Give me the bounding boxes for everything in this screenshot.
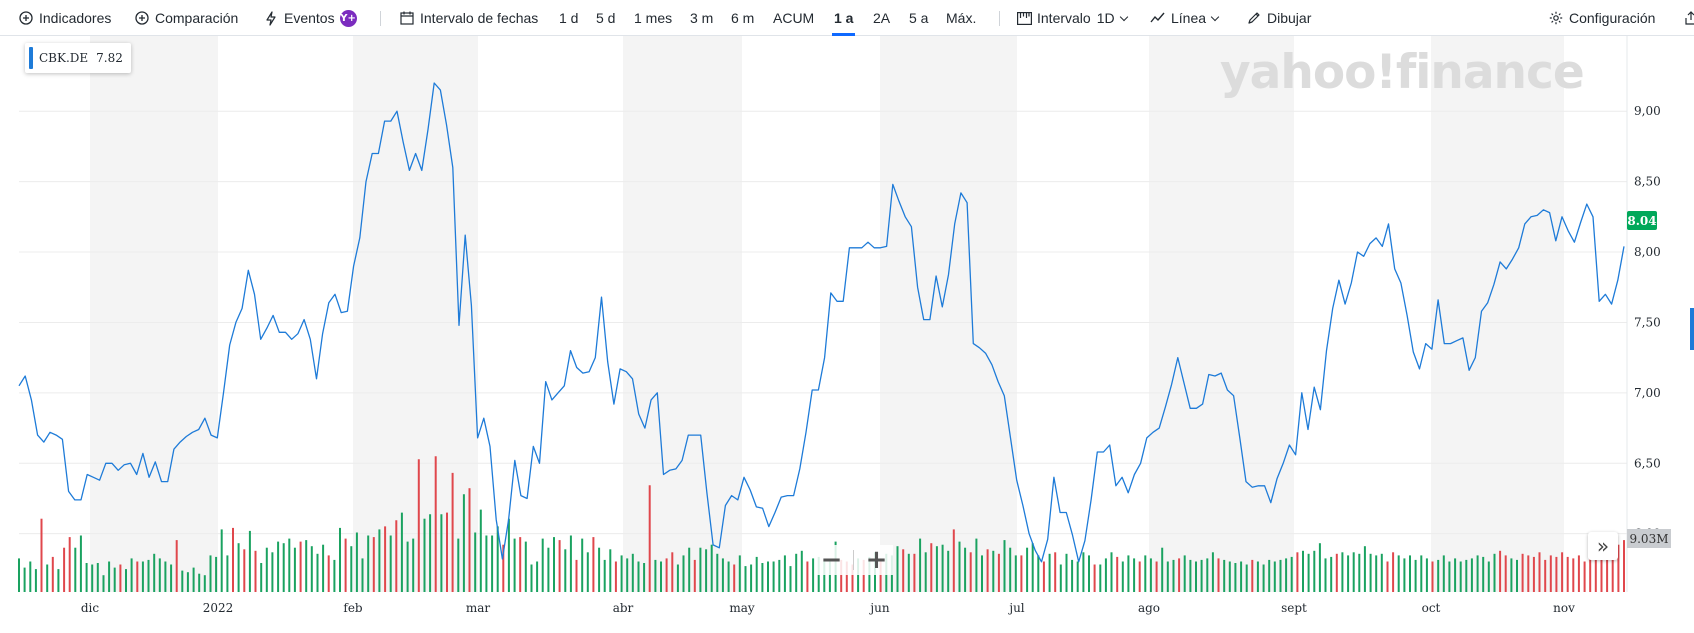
price-line [18, 82, 1625, 563]
settings-button[interactable]: Configuración [1548, 0, 1655, 36]
ruler-icon [1016, 10, 1032, 26]
x-tick-label: nov [1553, 601, 1575, 615]
zoom-divider [853, 550, 855, 570]
chevron-down-icon [1119, 12, 1128, 21]
side-panel-handle[interactable] [1690, 308, 1694, 350]
indicators-label: Indicadores [39, 10, 112, 26]
x-axis-ticks: dic 2022 feb mar abr may jun jul ago sept oct nov [81, 601, 1575, 615]
events-label: Eventos [284, 10, 335, 26]
range-max[interactable]: Máx. [946, 10, 977, 26]
date-range-label: Intervalo de fechas [420, 10, 539, 26]
symbol-legend[interactable]: CBK.DE 7.82 [25, 43, 131, 73]
line-chart-icon [1150, 10, 1166, 26]
x-tick-label: jul [1007, 601, 1024, 615]
zoom-in-button[interactable]: + [865, 545, 888, 575]
date-range-button[interactable]: Intervalo de fechas [399, 0, 538, 36]
month-band [623, 36, 742, 592]
month-band [90, 36, 218, 592]
indicators-button[interactable]: Indicadores [18, 0, 111, 36]
draw-label: Dibujar [1267, 10, 1312, 26]
x-tick-label: 2022 [203, 601, 234, 615]
x-tick-label: ago [1138, 601, 1160, 615]
yahoo-finance-watermark: yahoo!finance [1220, 45, 1584, 100]
range-1d[interactable]: 1 d [559, 10, 579, 26]
y-tick-label: 9,00 [1634, 104, 1661, 118]
premium-badge: Y+ [339, 9, 357, 27]
price-chart[interactable]: yahoo!finance 9,008,508,007,507,006,506,… [0, 36, 1694, 633]
month-band [1149, 36, 1294, 592]
chart-toolbar: Indicadores Comparación Eventos Y+ Inter… [0, 0, 1694, 36]
x-tick-label: oct [1422, 601, 1441, 615]
current-volume-tag: 9.03M [1627, 529, 1671, 548]
settings-label: Configuración [1569, 10, 1656, 26]
x-tick-label: dic [81, 601, 100, 615]
toolbar-divider [999, 11, 1000, 26]
x-tick-label: feb [343, 601, 363, 615]
series-color-swatch [29, 47, 33, 69]
range-1m[interactable]: 1 mes [634, 10, 673, 26]
x-tick-label: may [729, 601, 755, 615]
calendar-icon [399, 10, 415, 26]
y-tick-label: 8,50 [1634, 175, 1661, 189]
range-3m[interactable]: 3 m [690, 10, 714, 26]
plus-circle-icon [134, 10, 150, 26]
month-band [353, 36, 478, 592]
current-price-tag: 8.04 [1627, 211, 1657, 230]
interval-button[interactable]: Intervalo 1D [1016, 0, 1128, 36]
events-button[interactable]: Eventos Y+ [263, 0, 357, 36]
draw-button[interactable]: Dibujar [1246, 0, 1311, 36]
chart-type-button[interactable]: Línea [1150, 0, 1220, 36]
y-axis-ticks: 9,008,508,007,507,006,506,00 [1634, 104, 1661, 540]
share-icon [1683, 10, 1694, 26]
scroll-to-latest-button[interactable]: » [1588, 532, 1618, 560]
toolbar-divider [380, 11, 381, 26]
y-tick-label: 6,50 [1634, 456, 1661, 470]
lightning-icon [263, 10, 279, 26]
range-2y[interactable]: 2A [873, 10, 891, 26]
comparison-button[interactable]: Comparación [134, 0, 238, 36]
range-5y[interactable]: 5 a [909, 10, 929, 26]
interval-value: 1D [1096, 10, 1115, 26]
comparison-label: Comparación [155, 10, 239, 26]
y-tick-label: 7,00 [1634, 386, 1661, 400]
horizontal-gridlines [19, 110, 1627, 535]
zoom-controls: − + [815, 545, 893, 575]
y-tick-label: 7,50 [1634, 315, 1661, 329]
x-tick-label: sept [1281, 601, 1307, 615]
range-6m[interactable]: 6 m [731, 10, 755, 26]
legend-value: 7.82 [96, 51, 123, 65]
x-tick-label: jun [868, 601, 889, 615]
month-band [1431, 36, 1564, 592]
legend-symbol: CBK.DE [39, 51, 89, 65]
chevron-down-icon [1210, 12, 1220, 21]
month-band [880, 36, 1017, 592]
range-ytd[interactable]: ACUM [773, 10, 815, 26]
range-5d[interactable]: 5 d [596, 10, 616, 26]
zoom-out-button[interactable]: − [820, 545, 843, 575]
plus-circle-icon [18, 10, 34, 26]
share-button[interactable] [1683, 0, 1694, 36]
x-tick-label: abr [613, 601, 634, 615]
interval-label: Intervalo [1037, 10, 1091, 26]
month-bands [90, 36, 1564, 592]
chart-type-label: Línea [1171, 10, 1207, 26]
x-tick-label: mar [466, 601, 491, 615]
volume-bars [18, 456, 1625, 592]
y-tick-label: 8,00 [1634, 245, 1661, 259]
gear-icon [1548, 10, 1564, 26]
range-1y[interactable]: 1 a [831, 0, 856, 36]
pencil-icon [1246, 10, 1262, 26]
